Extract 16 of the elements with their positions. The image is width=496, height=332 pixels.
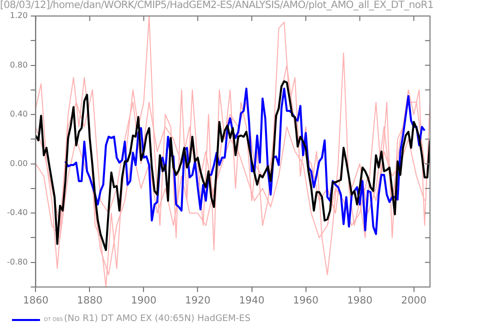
y-tick-label: -0.40 [6, 208, 28, 218]
y-tick-label: 0.00 [10, 158, 28, 168]
x-tick-label: 1920 [185, 296, 210, 307]
x-tick-label: 1960 [293, 296, 318, 307]
x-tick-label: 1860 [22, 296, 48, 307]
x-tick-label: 1880 [76, 296, 102, 307]
x-tick-label: 1900 [131, 296, 156, 307]
y-tick-label: 1.20 [10, 11, 28, 20]
y-tick-label: 0.80 [10, 60, 28, 70]
x-tick-label: 2000 [401, 296, 427, 307]
text: (No R1) DT AMO EX (40:65N) HadGEM-ES [64, 314, 250, 324]
x-tick-label: 1940 [239, 296, 264, 307]
y-tick-label: -0.80 [6, 257, 28, 266]
x-tick-label: 1980 [347, 296, 373, 307]
chart-title: [08/03/12]/home/dan/WORK/CMIP5/HadGEM2-ES/ANALYSIS/AMO/plot_AMO_all_EX_DT_noR1 [0, 0, 434, 11]
y-tick-label: 0.40 [10, 110, 28, 119]
